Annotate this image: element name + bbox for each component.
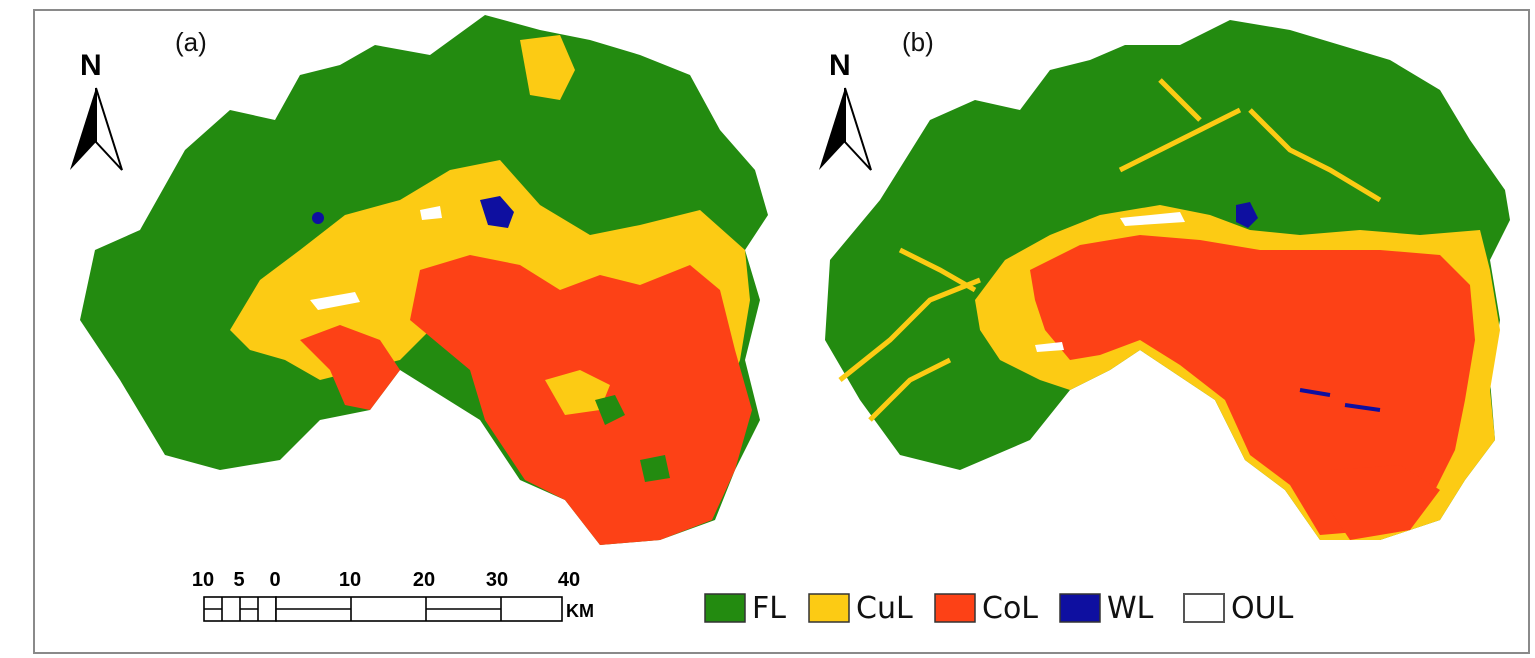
legend-swatch-fl bbox=[704, 593, 746, 623]
scale-tick: 5 bbox=[233, 569, 244, 591]
scale-unit: KM bbox=[566, 601, 594, 621]
map-panel-b bbox=[825, 20, 1510, 540]
legend-swatch-cul bbox=[808, 593, 850, 623]
legend: FL CuL CoL WL OUL bbox=[704, 591, 1294, 626]
map-a-forest-patch bbox=[595, 395, 625, 425]
legend-label-fl: FL bbox=[752, 591, 786, 626]
map-b-other-unused-land bbox=[1035, 342, 1064, 352]
map-a-cultivated-island bbox=[545, 370, 610, 415]
map-a-other-unused-land bbox=[310, 292, 360, 310]
map-b-cultivated-streams bbox=[838, 78, 1382, 422]
map-b-other-unused-land bbox=[1120, 212, 1185, 226]
map-a-water-land bbox=[312, 212, 324, 224]
north-arrow-b: N bbox=[819, 49, 872, 171]
panel-label-b: (b) bbox=[902, 27, 934, 57]
north-arrow-icon bbox=[70, 88, 96, 170]
legend-swatch-oul bbox=[1183, 593, 1225, 623]
scale-bar-segments bbox=[203, 596, 563, 622]
north-label-b: N bbox=[829, 49, 851, 82]
panel-label-a: (a) bbox=[175, 27, 207, 57]
map-a-water-land bbox=[480, 196, 514, 228]
scale-tick: 0 bbox=[269, 569, 280, 591]
north-arrow-a: N bbox=[70, 49, 123, 171]
scale-tick: 30 bbox=[486, 569, 508, 591]
map-b-water-land bbox=[1236, 202, 1258, 228]
legend-label-col: CoL bbox=[982, 591, 1038, 626]
scale-tick: 40 bbox=[558, 569, 580, 591]
legend-swatch-wl bbox=[1059, 593, 1101, 623]
map-a-construction-west bbox=[300, 325, 400, 410]
map-b-water-channels bbox=[1299, 388, 1381, 412]
map-a-other-unused-land bbox=[420, 206, 442, 220]
legend-label-wl: WL bbox=[1107, 591, 1154, 626]
map-a-cultivated-patch bbox=[520, 35, 575, 100]
legend-swatch-col bbox=[934, 593, 976, 623]
map-a-forest-patch bbox=[640, 455, 670, 482]
scale-tick: 10 bbox=[339, 569, 361, 591]
scale-bar: 10 5 0 10 20 30 40 KM bbox=[192, 569, 594, 622]
legend-label-oul: OUL bbox=[1231, 591, 1294, 626]
legend-label-cul: CuL bbox=[856, 591, 913, 626]
map-b-construction-south bbox=[1330, 465, 1440, 540]
figure-frame bbox=[33, 9, 1530, 654]
map-b-construction-land bbox=[1030, 235, 1475, 535]
north-label-a: N bbox=[80, 49, 102, 82]
north-arrow-icon bbox=[819, 88, 845, 170]
scale-tick: 20 bbox=[413, 569, 435, 591]
map-panel-a bbox=[80, 15, 768, 545]
scale-tick: 10 bbox=[192, 569, 214, 591]
